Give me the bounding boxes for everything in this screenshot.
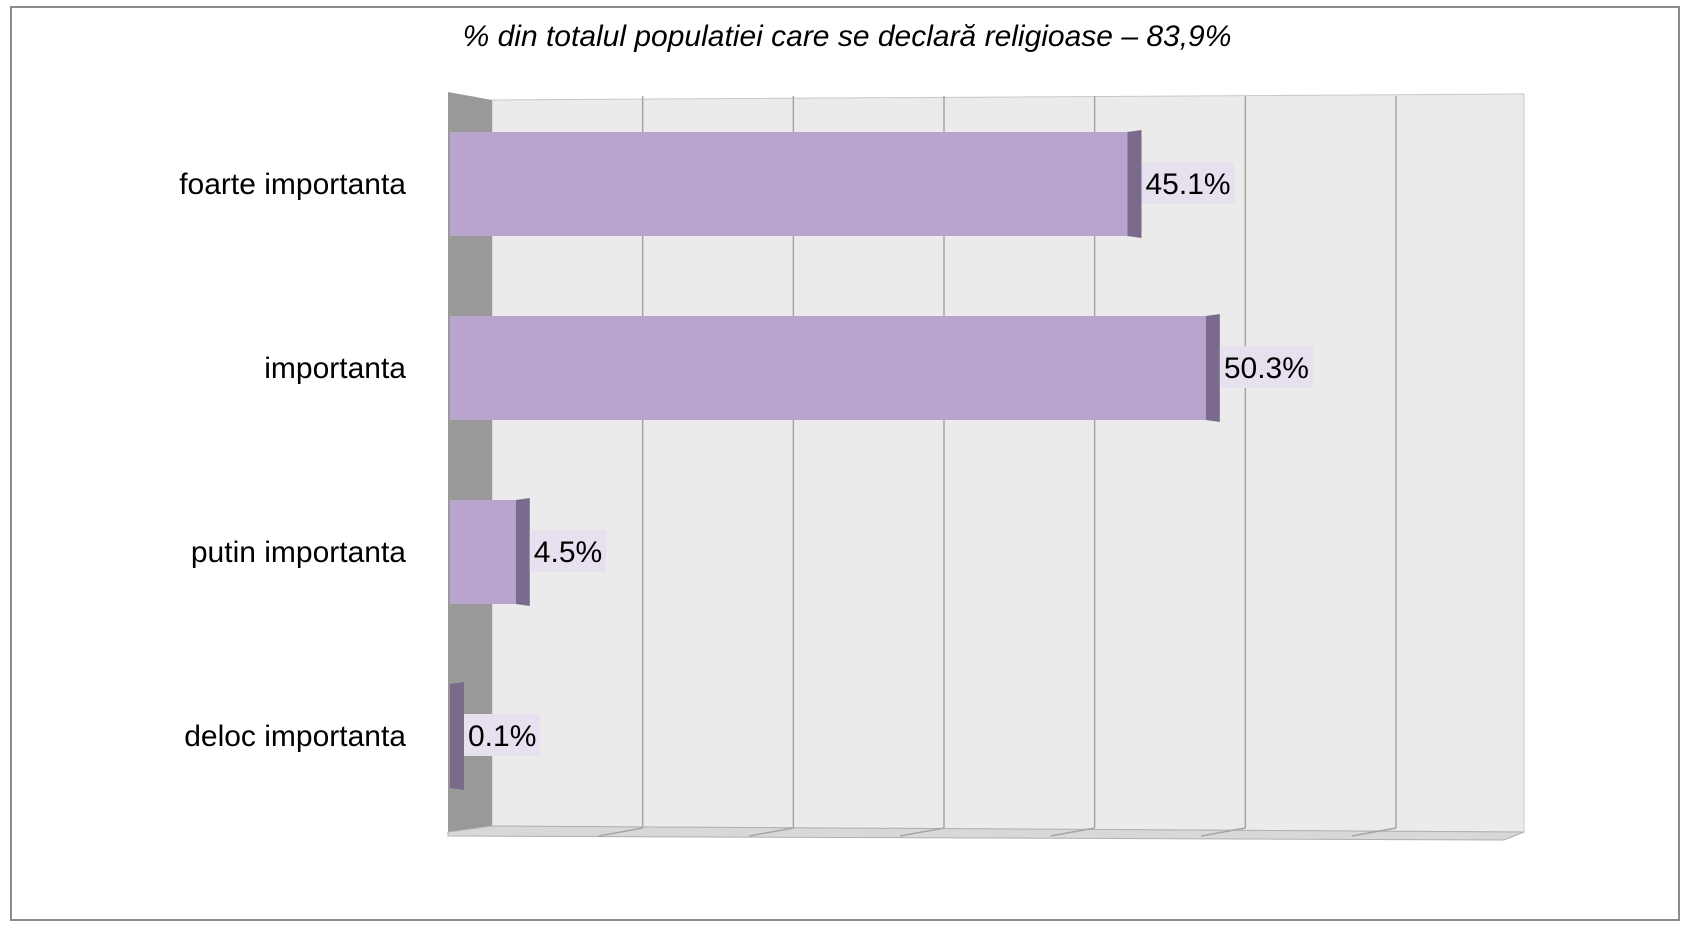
gridline-floor (899, 827, 945, 837)
bar-side (1205, 314, 1220, 422)
gridline-floor (1050, 827, 1095, 837)
chart-side-wall (448, 92, 492, 832)
value-label-bg (1141, 162, 1235, 204)
category-label: deloc importanta (184, 720, 406, 753)
value-label-bg (464, 714, 541, 756)
value-label-bg (529, 530, 607, 572)
gridline-floor (749, 827, 794, 837)
category-label: putin importanta (191, 536, 406, 569)
value-label: 0.1% (468, 720, 536, 753)
category-labels: foarte importanta importanta putin importa… (179, 168, 406, 753)
bar (450, 132, 1128, 236)
chart-title: % din totalul populatiei care se declară… (462, 20, 1232, 53)
value-label-bg (1219, 346, 1313, 388)
value-label: 50.3% (1224, 352, 1309, 385)
value-label: 45.1% (1146, 168, 1231, 201)
bar (450, 500, 516, 604)
gridline-floor (598, 827, 643, 837)
category-label: importanta (264, 352, 406, 385)
value-label: 4.5% (534, 536, 602, 569)
chart-floor (447, 825, 1525, 841)
bar-side (450, 682, 464, 790)
bar-side (1127, 130, 1142, 238)
bar-side (515, 498, 530, 606)
gridline-floor (1201, 827, 1246, 837)
bar (450, 316, 1206, 420)
category-label: foarte importanta (179, 168, 406, 201)
bars (450, 130, 1220, 790)
gridline-floor (1351, 827, 1397, 837)
value-labels: 45.1% 50.3% 4.5% 0.1% (464, 162, 1313, 756)
